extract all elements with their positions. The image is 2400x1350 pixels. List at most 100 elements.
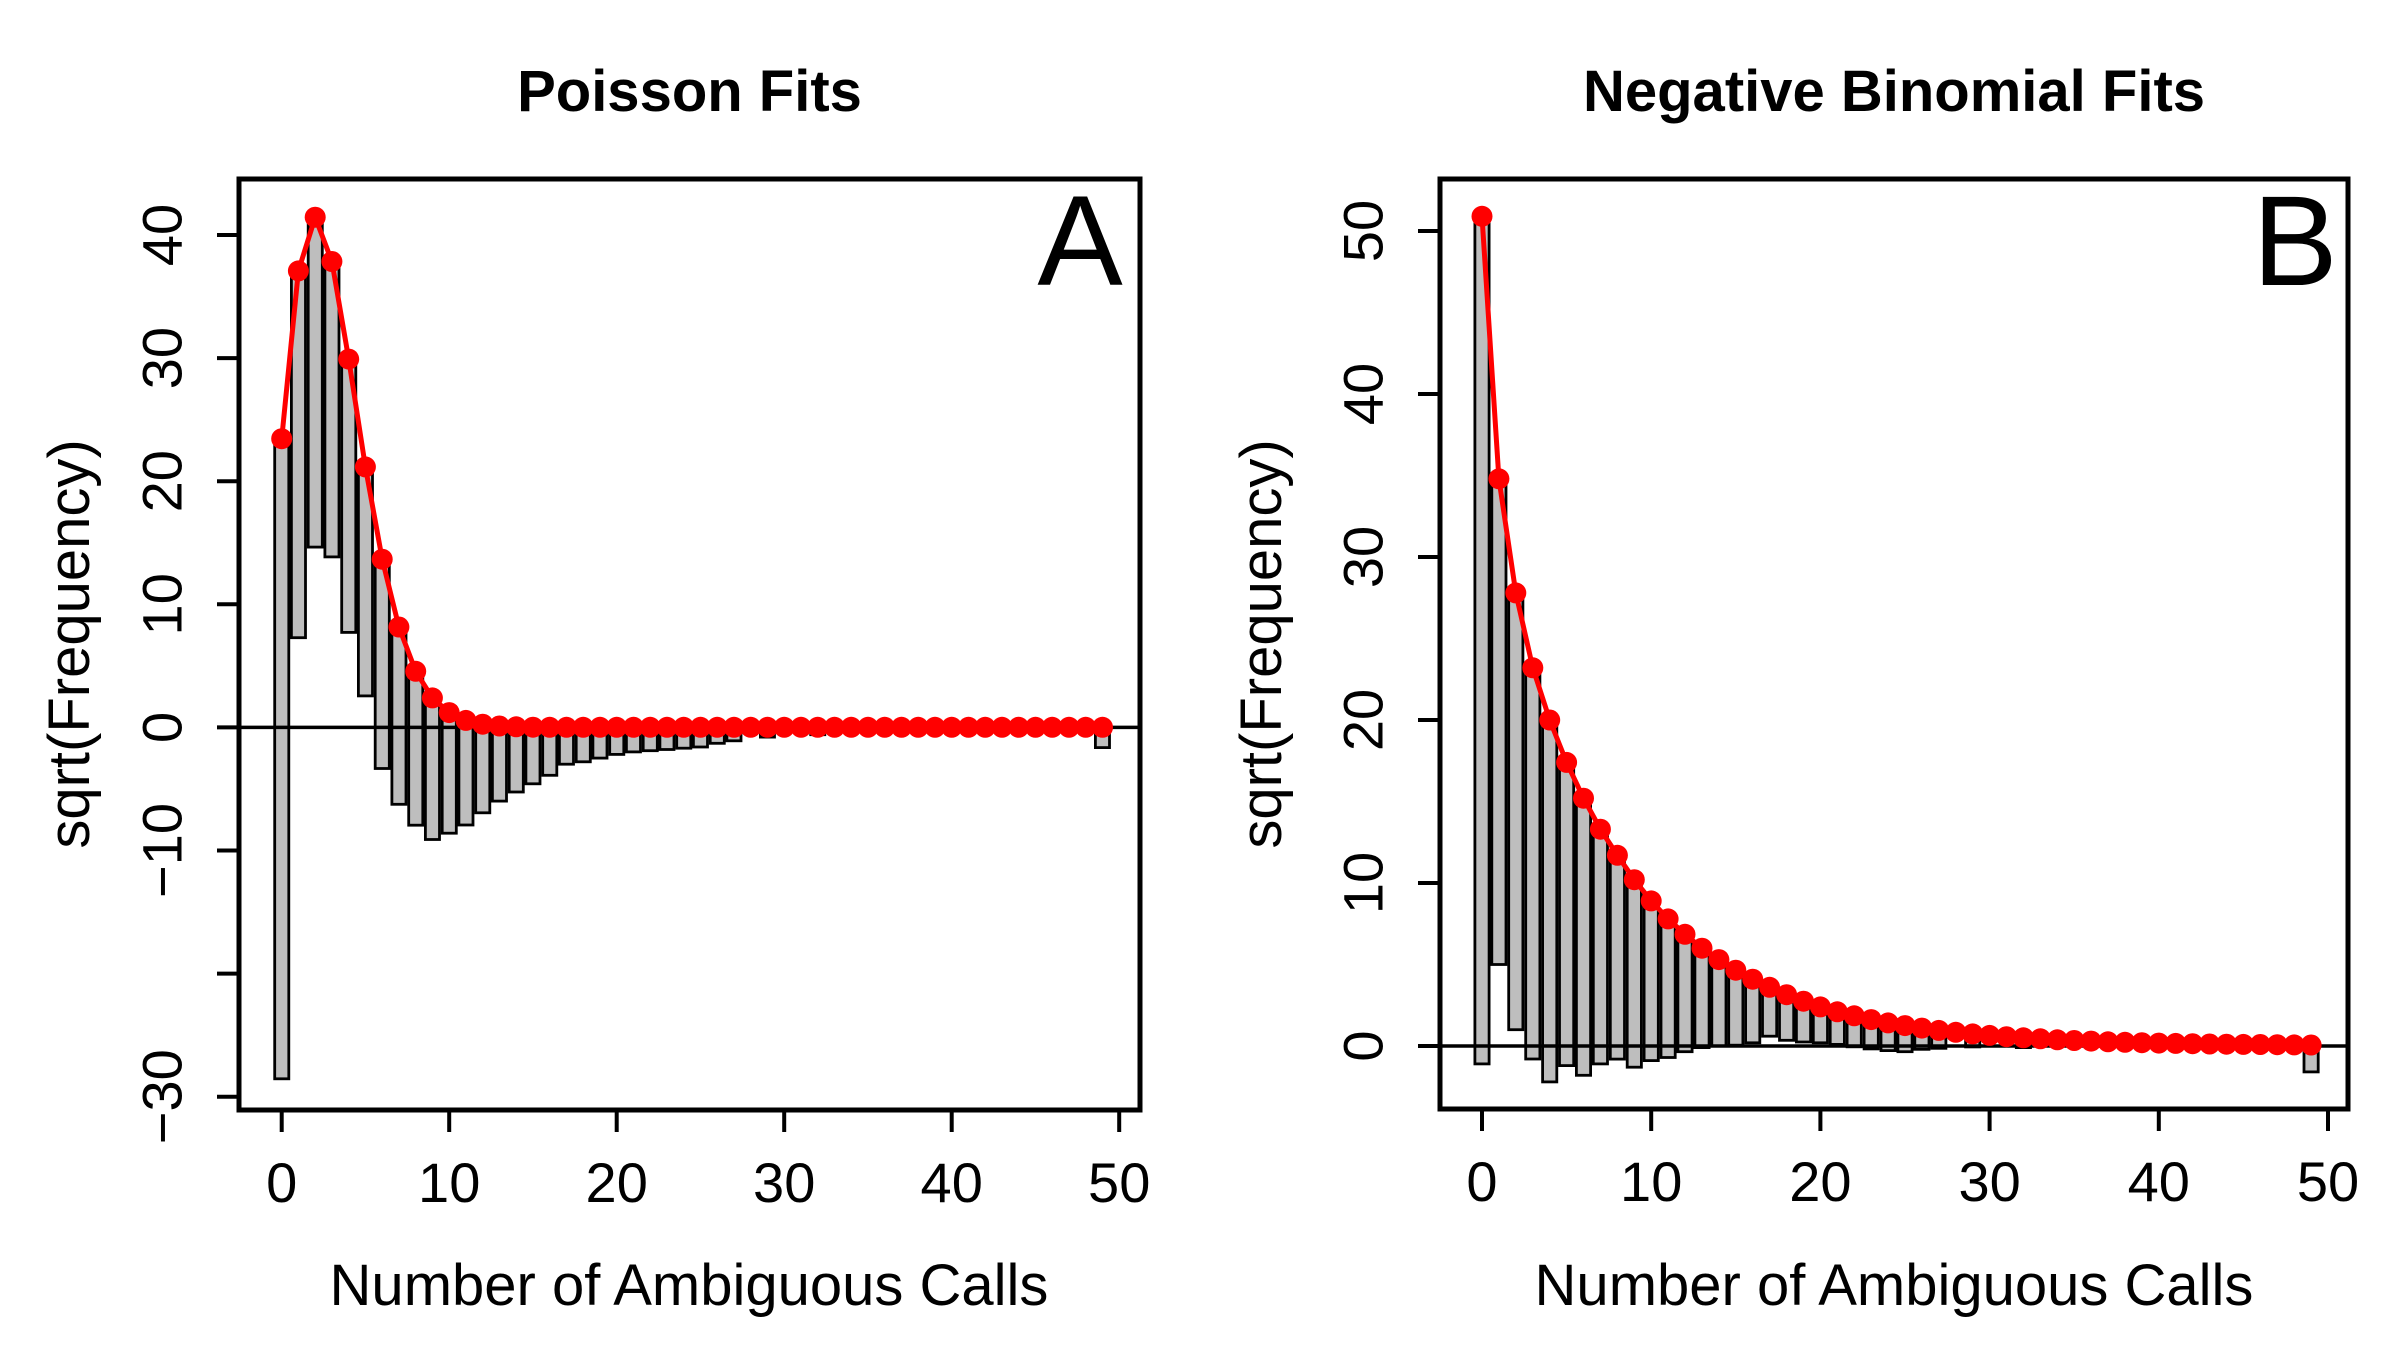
fitted-point-x19	[1793, 990, 1814, 1012]
fitted-point-x41	[2165, 1032, 2187, 1054]
y-tick-label--30: −30	[131, 1049, 194, 1144]
fitted-point-x24	[673, 716, 695, 738]
fitted-point-x4	[338, 348, 360, 370]
fitted-point-x33	[2029, 1028, 2051, 1050]
bar-x9	[1625, 878, 1643, 1069]
fitted-point-x47	[2266, 1034, 2288, 1056]
fitted-point-x32	[807, 716, 829, 738]
bar-x0	[1473, 214, 1491, 1066]
y-axis: 50 40 30 20 10 0	[1332, 200, 1440, 1062]
bar-x7	[390, 625, 408, 806]
x-tick-label-40: 40	[921, 1151, 983, 1214]
fitted-point-x5	[1556, 751, 1578, 773]
fitted-point-x40	[941, 716, 963, 738]
y-tick-label-0: 0	[131, 712, 194, 743]
fitted-point-x38	[907, 716, 929, 738]
fitted-point-x17	[556, 716, 577, 738]
panel-b-x-axis-title: Number of Ambiguous Calls	[1534, 1253, 2254, 1318]
panel-b-y-axis-title: sqrt(Frequency)	[1229, 439, 1294, 849]
fitted-point-x48	[1075, 716, 1097, 738]
observed-bars	[273, 215, 1111, 1081]
fitted-point-x29	[1962, 1023, 1984, 1045]
fitted-point-x12	[472, 713, 494, 735]
fitted-point-x15	[522, 716, 544, 738]
fitted-point-x31	[790, 716, 812, 738]
fitted-point-x6	[1573, 787, 1594, 809]
fitted-point-x14	[505, 716, 527, 738]
fitted-point-x2	[1505, 582, 1527, 604]
fitted-point-x30	[1979, 1024, 2001, 1046]
fitted-point-x0	[271, 428, 293, 450]
fitted-point-x48	[2283, 1034, 2305, 1056]
fitted-point-x40	[2148, 1032, 2170, 1054]
y-tick-label-30: 30	[131, 327, 194, 389]
fitted-point-x37	[2097, 1031, 2119, 1053]
fitted-point-x18	[572, 716, 594, 738]
fitted-point-x20	[1809, 996, 1831, 1018]
fitted-point-x16	[539, 716, 561, 738]
fitted-point-x1	[1488, 468, 1510, 490]
fitted-point-x6	[371, 548, 393, 570]
fitted-point-x44	[1008, 716, 1030, 738]
fitted-point-x19	[589, 716, 611, 738]
fitted-point-x21	[1826, 1001, 1848, 1023]
fitted-point-x2	[304, 206, 326, 228]
fitted-point-x3	[321, 251, 343, 272]
fitted-point-x25	[1894, 1015, 1916, 1037]
bar-x3	[1524, 666, 1542, 1061]
fitted-point-x34	[840, 716, 862, 738]
bar-x5	[1558, 761, 1576, 1068]
bar-x13	[490, 724, 508, 803]
fitted-point-x10	[438, 702, 460, 724]
fitted-point-x1	[287, 260, 309, 282]
fitted-point-x46	[2249, 1034, 2271, 1055]
fitted-point-x43	[991, 716, 1013, 738]
fitted-point-x14	[1708, 949, 1730, 971]
fitted-point-x25	[690, 716, 711, 738]
plot-frame	[1437, 176, 2351, 1112]
fitted-point-x49	[2300, 1034, 2322, 1056]
fitted-point-x11	[1657, 908, 1679, 930]
bar-x15	[1727, 968, 1745, 1047]
fitted-point-x33	[824, 716, 845, 738]
y-tick-label-30: 30	[1332, 526, 1395, 588]
fitted-point-x15	[1725, 959, 1747, 981]
fitted-point-x26	[1911, 1017, 1933, 1039]
fitted-point-x22	[639, 716, 661, 738]
x-tick-label-0: 0	[1466, 1150, 1497, 1213]
fitted-point-x38	[2114, 1031, 2136, 1053]
fitted-point-x3	[1522, 657, 1544, 679]
fitted-point-x23	[1860, 1009, 1882, 1031]
x-tick-label-0: 0	[266, 1151, 297, 1214]
fitted-point-x12	[1674, 923, 1696, 945]
observed-bars	[1473, 214, 2320, 1084]
bar-x4	[1541, 718, 1559, 1084]
bar-x10	[1642, 899, 1660, 1063]
fitted-point-x36	[874, 716, 896, 738]
bar-x12	[474, 722, 492, 815]
y-tick-label-10: 10	[1332, 852, 1395, 914]
y-tick-label-40: 40	[1332, 363, 1395, 425]
fitted-point-x45	[1025, 716, 1046, 738]
panel-a-title: Poisson Fits	[517, 59, 862, 124]
fitted-point-x34	[2046, 1029, 2068, 1051]
bar-x1	[1490, 477, 1508, 966]
x-tick-label-10: 10	[418, 1151, 480, 1214]
x-tick-label-40: 40	[2128, 1150, 2190, 1213]
fitted-point-x13	[1691, 937, 1713, 959]
fitted-point-x43	[2199, 1033, 2221, 1055]
x-tick-label-30: 30	[753, 1151, 815, 1214]
y-tick-label-40: 40	[131, 204, 194, 266]
fitted-point-x42	[974, 716, 996, 738]
fitted-point-x31	[1996, 1026, 2017, 1048]
fitted-point-x10	[1640, 890, 1662, 912]
fitted-point-x4	[1539, 709, 1561, 731]
panel-b: 0 10 20 30 40 50 50 40 30 20 10 0	[1332, 176, 2359, 1213]
y-tick-label--10: −10	[131, 803, 194, 898]
bar-x2	[1507, 591, 1525, 1032]
bar-x11	[1659, 917, 1677, 1059]
x-tick-label-50: 50	[2297, 1150, 2359, 1213]
x-axis: 0 10 20 30 40 50	[1466, 1109, 2359, 1213]
